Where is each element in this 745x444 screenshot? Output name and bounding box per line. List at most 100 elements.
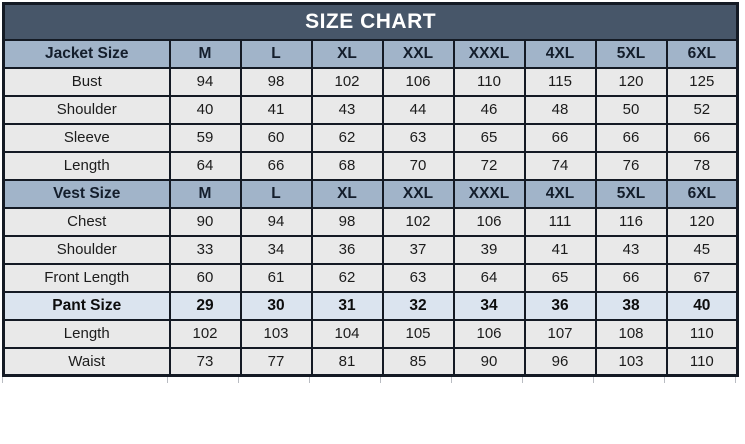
measurement-value: 66 [594,262,668,293]
measurement-value: 110 [665,346,739,377]
measurement-value: 90 [168,206,242,237]
measurement-value: 106 [452,206,526,237]
measurement-value: 85 [381,346,455,377]
measurement-value: 37 [381,234,455,265]
measurement-value: 81 [310,346,384,377]
measurement-label: Length [2,318,171,349]
measurement-value: 59 [168,122,242,153]
size-column-header: 6XL [665,38,739,69]
measurement-value: 45 [665,234,739,265]
size-column-header: M [168,38,242,69]
measurement-row-sleeve: Sleeve 59 60 62 63 65 66 66 66 [2,122,739,153]
measurement-value: 111 [523,206,597,237]
cropped-cell-divider [2,377,168,383]
measurement-value: 40 [168,94,242,125]
measurement-value: 98 [239,66,313,97]
cropped-cell-divider [594,377,665,383]
section-header-row-vest-size: Vest Size M L XL XXL XXXL 4XL 5XL 6XL [2,178,739,209]
measurement-value: 61 [239,262,313,293]
measurement-row-waist: Waist 73 77 81 85 90 96 103 110 [2,346,739,377]
cropped-cell-divider [381,377,452,383]
measurement-value: 41 [239,94,313,125]
size-column-header: 31 [310,290,384,321]
measurement-value: 60 [168,262,242,293]
measurement-label: Front Length [2,262,171,293]
measurement-row-chest: Chest 90 94 98 102 106 111 116 120 [2,206,739,237]
size-column-header: 38 [594,290,668,321]
section-header-label: Jacket Size [2,38,171,69]
size-column-header: 36 [523,290,597,321]
size-column-header: XXL [381,38,455,69]
size-column-header: M [168,178,242,209]
section-header-label: Pant Size [2,290,171,321]
measurement-value: 33 [168,234,242,265]
measurement-label: Bust [2,66,171,97]
measurement-label: Length [2,150,171,181]
measurement-value: 78 [665,150,739,181]
measurement-value: 105 [381,318,455,349]
measurement-value: 102 [381,206,455,237]
size-column-header: 30 [239,290,313,321]
measurement-value: 67 [665,262,739,293]
cropped-next-row [2,377,739,383]
measurement-value: 44 [381,94,455,125]
measurement-value: 66 [594,122,668,153]
measurement-value: 63 [381,262,455,293]
measurement-value: 60 [239,122,313,153]
size-column-header: 40 [665,290,739,321]
measurement-value: 74 [523,150,597,181]
measurement-row-length: Length 102 103 104 105 106 107 108 110 [2,318,739,349]
measurement-value: 65 [452,122,526,153]
measurement-value: 90 [452,346,526,377]
measurement-value: 52 [665,94,739,125]
measurement-value: 41 [523,234,597,265]
cropped-cell-divider [665,377,736,383]
measurement-value: 48 [523,94,597,125]
measurement-label: Waist [2,346,171,377]
size-column-header: 32 [381,290,455,321]
measurement-value: 68 [310,150,384,181]
measurement-label: Chest [2,206,171,237]
measurement-value: 46 [452,94,526,125]
cropped-cell-divider [168,377,239,383]
measurement-value: 94 [239,206,313,237]
measurement-value: 102 [310,66,384,97]
section-header-row-jacket-size: Jacket Size M L XL XXL XXXL 4XL 5XL 6XL [2,38,739,69]
measurement-value: 66 [523,122,597,153]
size-column-header: XXXL [452,38,526,69]
measurement-row-shoulder: Shoulder 33 34 36 37 39 41 43 45 [2,234,739,265]
measurement-label: Sleeve [2,122,171,153]
title-bar: SIZE CHART [2,2,739,41]
measurement-value: 116 [594,206,668,237]
measurement-value: 107 [523,318,597,349]
measurement-value: 39 [452,234,526,265]
measurement-value: 70 [381,150,455,181]
measurement-value: 50 [594,94,668,125]
measurement-value: 34 [239,234,313,265]
measurement-value: 103 [594,346,668,377]
size-column-header: XXXL [452,178,526,209]
measurement-value: 106 [381,66,455,97]
measurement-value: 64 [168,150,242,181]
measurement-value: 115 [523,66,597,97]
measurement-row-bust: Bust 94 98 102 106 110 115 120 125 [2,66,739,97]
size-column-header: L [239,178,313,209]
measurement-value: 62 [310,122,384,153]
measurement-value: 125 [665,66,739,97]
measurement-value: 106 [452,318,526,349]
measurement-value: 66 [239,150,313,181]
size-column-header: 4XL [523,38,597,69]
measurement-value: 104 [310,318,384,349]
size-column-header: XXL [381,178,455,209]
size-chart-table: SIZE CHART Jacket Size M L XL XXL XXXL 4XL 5XL 6… [2,2,740,377]
measurement-value: 76 [594,150,668,181]
cropped-cell-divider [452,377,523,383]
measurement-value: 120 [594,66,668,97]
measurement-value: 96 [523,346,597,377]
measurement-row-front-length: Front Length 60 61 62 63 64 65 66 67 [2,262,739,293]
size-column-header: 4XL [523,178,597,209]
cropped-cell-divider [523,377,594,383]
measurement-value: 65 [523,262,597,293]
cropped-cell-divider [310,377,381,383]
